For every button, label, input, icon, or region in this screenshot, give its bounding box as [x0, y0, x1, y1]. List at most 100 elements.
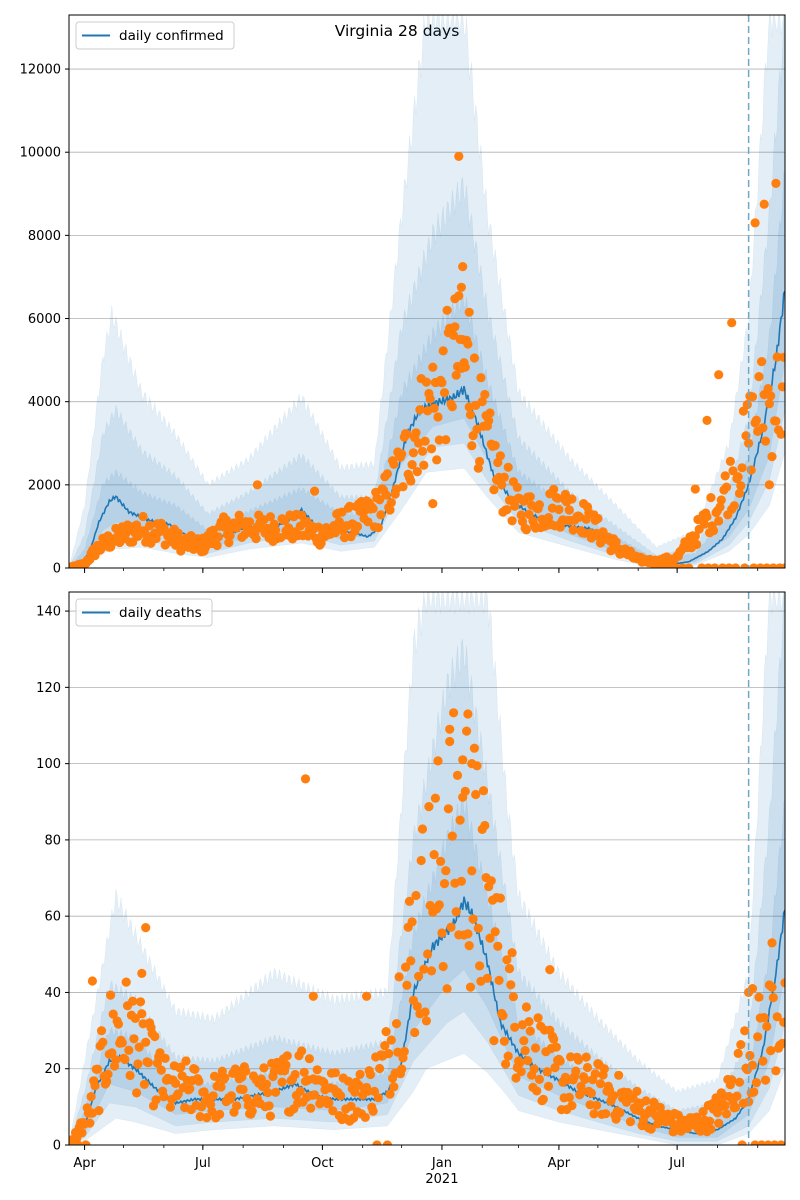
observed-point: [220, 1073, 230, 1083]
observed-point: [324, 1098, 334, 1108]
observed-point: [442, 984, 452, 994]
observed-point: [319, 1077, 329, 1087]
observed-point: [406, 956, 416, 966]
observed-point: [729, 501, 739, 511]
observed-point: [525, 492, 535, 502]
observed-point: [495, 451, 505, 461]
observed-point: [714, 370, 724, 380]
observed-point: [428, 362, 438, 372]
observed-point: [615, 1108, 625, 1118]
observed-point: [524, 1017, 534, 1027]
observed-point: [433, 412, 443, 422]
observed-point: [108, 1009, 118, 1019]
observed-point: [419, 460, 429, 470]
observed-point: [226, 1091, 236, 1101]
observed-point: [368, 504, 378, 514]
observed-point: [216, 1082, 226, 1092]
observed-point: [684, 563, 694, 568]
observed-point: [732, 1091, 742, 1101]
plot-area: [69, 592, 785, 1145]
observed-point: [173, 1089, 183, 1099]
observed-point: [485, 408, 495, 418]
uncertainty-band: [69, 15, 785, 568]
y-tick-label: 4000: [28, 395, 61, 410]
observed-point: [473, 923, 483, 933]
observed-point: [484, 416, 494, 426]
uncertainty-band: [69, 592, 785, 1145]
observed-point: [502, 955, 512, 965]
observed-point: [521, 525, 532, 535]
observed-point: [777, 1038, 785, 1048]
observed-points: [69, 151, 785, 568]
observed-point: [439, 388, 450, 398]
observed-point: [415, 405, 425, 415]
observed-point: [721, 1109, 732, 1119]
observed-point: [295, 1086, 305, 1096]
observed-point: [646, 1124, 656, 1134]
observed-point: [102, 1076, 112, 1087]
observed-point: [138, 511, 148, 522]
observed-point: [85, 1118, 95, 1128]
observed-point: [297, 1046, 307, 1056]
observed-point: [434, 435, 444, 445]
observed-point: [215, 1109, 225, 1119]
observed-point: [111, 1055, 121, 1065]
observed-point: [768, 993, 778, 1003]
observed-point: [568, 525, 578, 535]
observed-point: [103, 1069, 113, 1079]
y-tick-label: 100: [36, 757, 61, 772]
observed-point: [432, 455, 442, 465]
observed-point: [771, 416, 781, 426]
observed-point: [507, 948, 517, 958]
observed-point: [776, 1140, 785, 1145]
observed-point: [221, 515, 231, 525]
legend-box: [75, 598, 213, 627]
observed-point: [419, 964, 429, 974]
observed-point: [529, 1064, 539, 1074]
observed-point: [555, 1056, 565, 1066]
observed-point: [489, 1036, 499, 1046]
observed-point: [715, 502, 725, 512]
observed-point: [464, 941, 474, 951]
observed-point: [478, 786, 489, 796]
observed-point: [567, 494, 577, 504]
observed-point: [543, 1081, 554, 1091]
observed-point: [171, 1078, 181, 1088]
observed-point: [220, 522, 230, 533]
observed-point: [373, 523, 383, 533]
y-tick-label: 40: [44, 986, 61, 1001]
observed-point: [232, 1101, 242, 1111]
observed-point: [737, 1140, 747, 1145]
observed-point: [439, 879, 450, 889]
observed-point: [372, 1140, 382, 1145]
observed-point: [560, 489, 571, 499]
observed-point: [469, 353, 479, 363]
observed-point: [107, 1048, 117, 1058]
observed-point: [592, 1100, 602, 1110]
observed-point: [641, 1096, 651, 1106]
observed-point: [692, 1112, 702, 1122]
observed-point: [727, 1075, 737, 1085]
observed-point: [375, 1063, 385, 1074]
observed-point: [165, 1102, 175, 1112]
observed-point: [134, 1042, 144, 1052]
observed-point: [429, 403, 439, 413]
observed-point: [241, 1066, 251, 1076]
observed-point: [550, 1063, 560, 1073]
observed-point: [530, 1043, 541, 1053]
observed-point: [363, 1086, 373, 1096]
observed-point: [520, 1046, 530, 1056]
observed-point: [137, 1009, 147, 1019]
observed-point: [776, 429, 785, 439]
x-tick-label: Apr: [548, 1156, 571, 1171]
observed-point: [181, 1056, 191, 1066]
observed-point: [727, 318, 737, 328]
observed-point: [772, 1012, 782, 1022]
observed-point: [545, 965, 555, 975]
observed-point: [412, 1001, 422, 1012]
observed-point: [708, 526, 719, 536]
observed-point: [446, 922, 456, 932]
chart-title: Virginia 28 days: [335, 22, 460, 40]
observed-point: [355, 1069, 365, 1079]
observed-point: [411, 890, 421, 901]
